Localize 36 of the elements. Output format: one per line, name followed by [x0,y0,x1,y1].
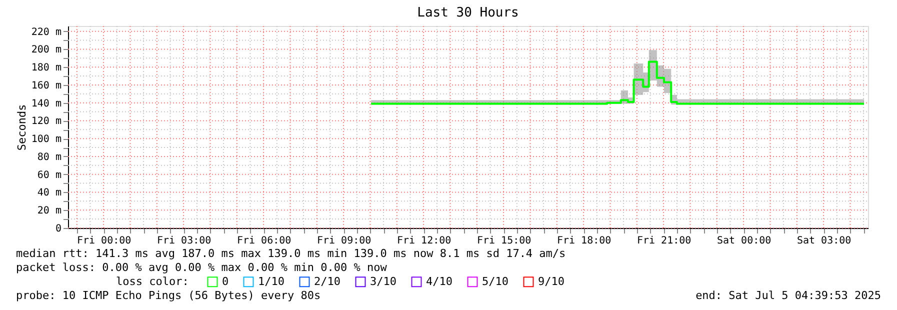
legend-label: 9/10 [538,274,564,288]
x-tick-label: Fri 03:00 [156,236,212,246]
x-tick-label: Sat 00:00 [716,236,772,246]
y-tick-label: 180 m [31,62,62,74]
x-tick-label: Fri 15:00 [476,236,532,246]
x-tick-label: Fri 12:00 [396,236,452,246]
y-tick-label: 140 m [31,98,62,110]
x-tick-label: Fri 21:00 [636,236,692,246]
y-tick-label: 100 m [31,134,62,146]
y-tick-label: 60 m [37,170,62,181]
legend-label: 1/10 [258,274,284,288]
x-tick-label: Fri 18:00 [556,236,612,246]
legend-label: 4/10 [426,274,452,288]
x-tick-label: Fri 06:00 [236,236,292,246]
x-tick-label: Sat 03:00 [796,236,852,246]
legend-label: 5/10 [482,274,508,288]
chart-title: Last 30 Hours [417,6,519,20]
text: packet loss: 0.00 % avg 0.00 % max 0.00 % min 0.00 % now [16,261,388,274]
x-tick-label: Fri 00:00 [76,236,132,246]
y-tick-label: 20 m [37,206,62,217]
legend-label: 3/10 [370,274,396,288]
legend-label: 0 [222,274,229,288]
text: end: Sat Jul 5 04:39:53 2025 [696,289,881,302]
x-tick-label: Fri 09:00 [316,236,372,246]
legend-title: loss color: [116,275,189,288]
y-tick-label: 40 m [37,188,62,199]
text: probe: 10 ICMP Echo Pings (56 Bytes) every 80s [16,289,321,302]
y-tick-label: 220 m [31,26,62,38]
y-axis-title: Seconds [15,104,28,151]
y-tick-label: 160 m [31,80,62,92]
y-tick-label: 80 m [37,152,62,163]
y-tick-label: 0 [55,224,62,234]
y-tick-label: 120 m [31,116,62,128]
legend-label: 2/10 [314,274,340,288]
y-tick-label: 200 m [31,44,62,56]
text: median rtt: 141.3 ms avg 187.0 ms max 139.0 ms min 139.0 ms now 8.1 ms sd 17.4 am/s [16,247,566,260]
